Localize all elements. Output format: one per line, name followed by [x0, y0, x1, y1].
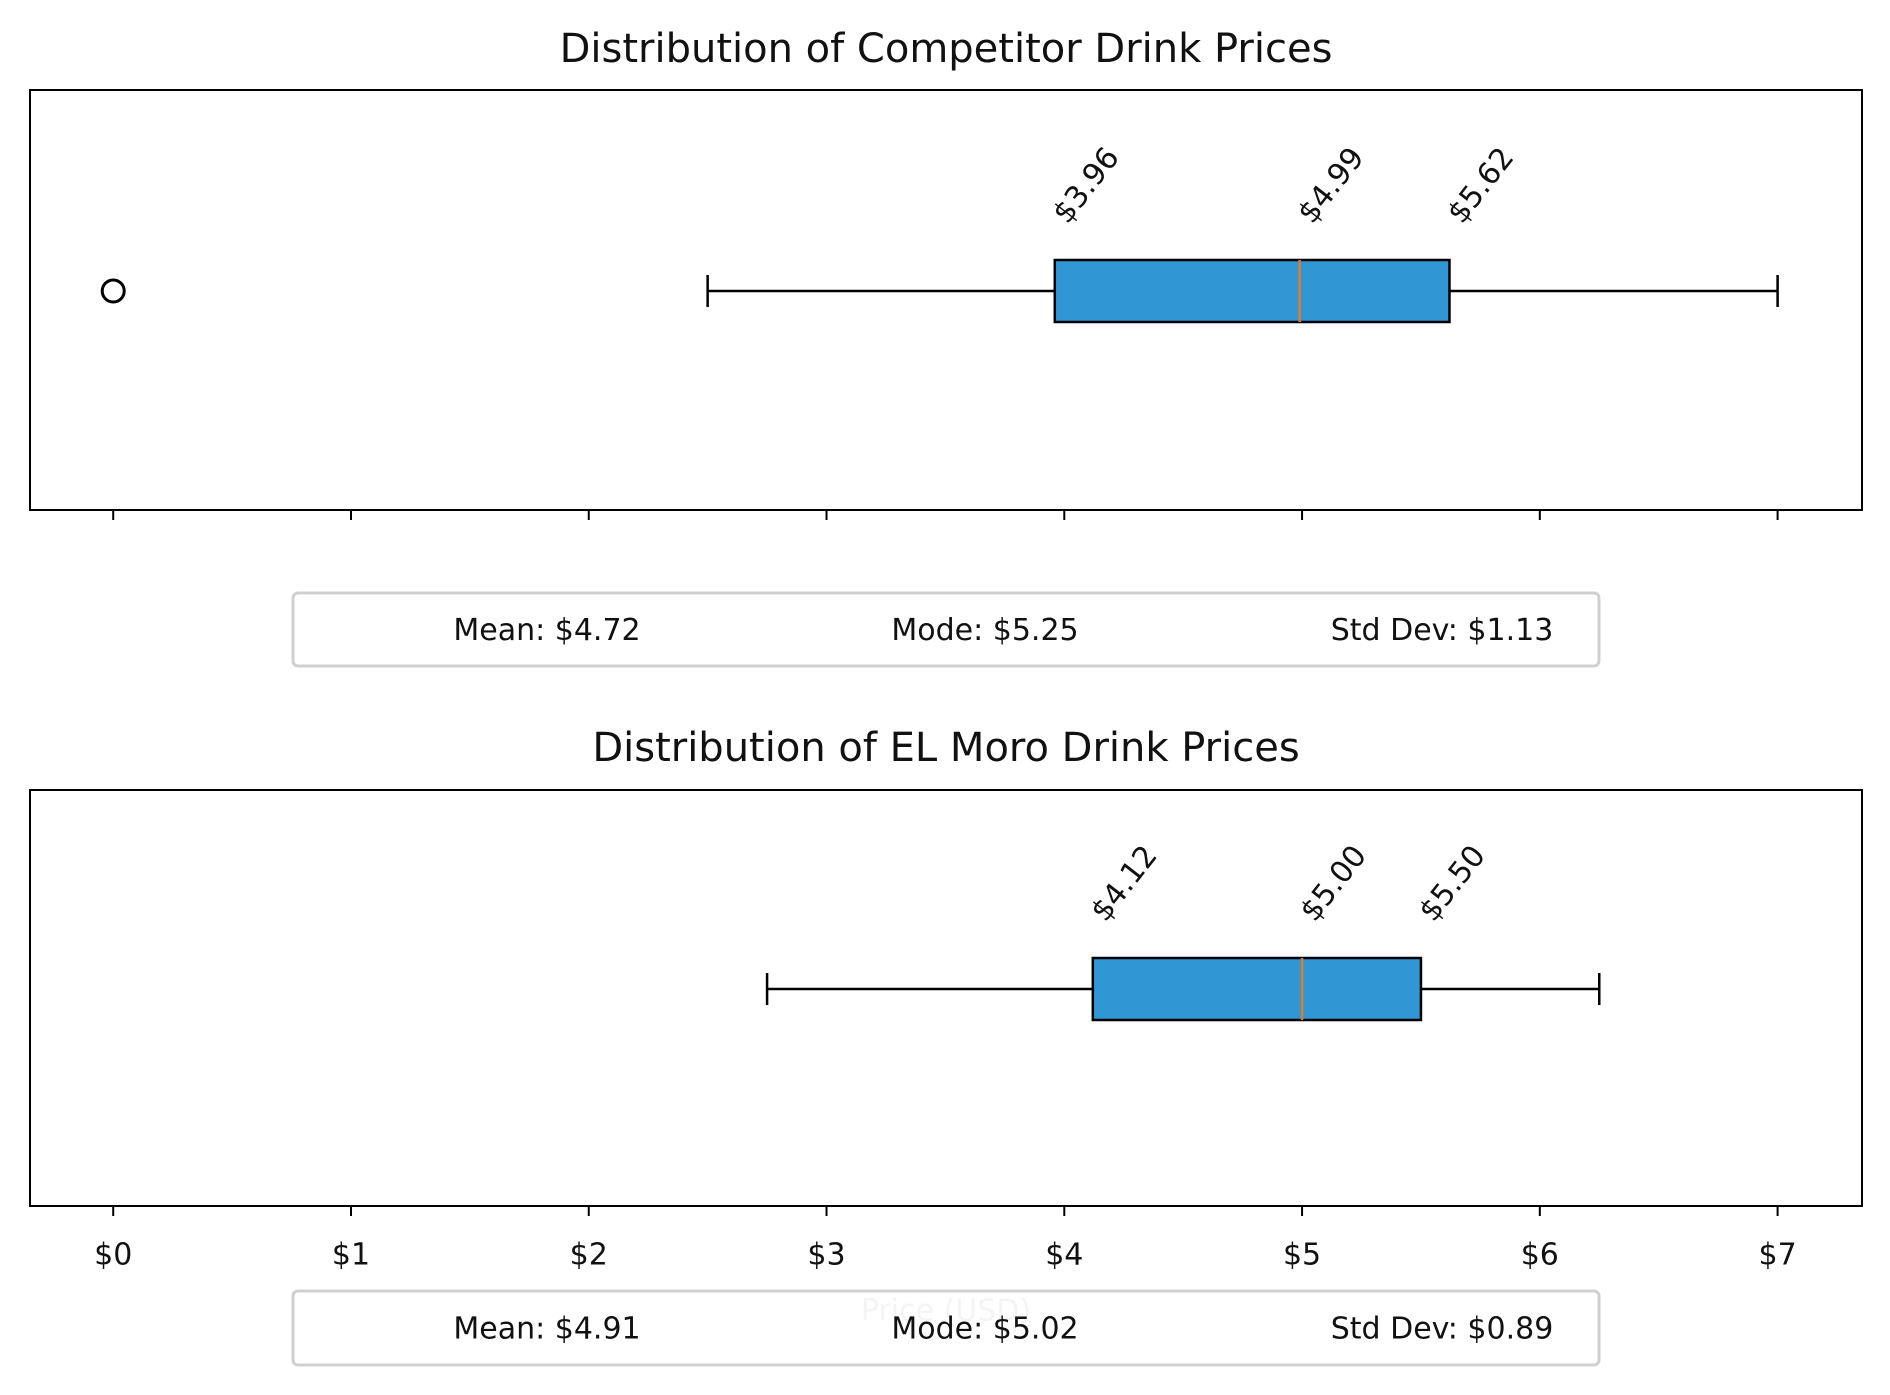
value-label: $3.96 — [1046, 141, 1126, 230]
stat: Mode: $5.25 — [891, 613, 1078, 648]
stat: Std Dev: $1.13 — [1331, 613, 1554, 648]
x-tick-label: $4 — [1045, 1238, 1083, 1273]
stat: Mean: $4.91 — [453, 1312, 640, 1347]
value-label: $5.62 — [1441, 141, 1521, 230]
chart-title: Distribution of Competitor Drink Prices — [560, 26, 1333, 72]
stats-box — [291, 1289, 1601, 1367]
x-tick-label: $6 — [1521, 1238, 1559, 1273]
x-tick-label: $2 — [570, 1238, 608, 1273]
x-tick-label: $5 — [1283, 1238, 1321, 1273]
plot-frame — [29, 789, 1863, 1207]
chart-title: Distribution of EL Moro Drink Prices — [592, 725, 1299, 771]
value-label: $5.00 — [1293, 839, 1373, 928]
x-tick-label: $3 — [807, 1238, 845, 1273]
x-tick-label: $0 — [94, 1238, 132, 1273]
stat: Mode: $5.02 — [891, 1312, 1078, 1347]
box — [1053, 258, 1451, 324]
plot-frame — [29, 89, 1863, 511]
stat: Mean: $4.72 — [453, 613, 640, 648]
box — [1091, 956, 1423, 1022]
stats-box — [291, 591, 1601, 668]
value-label: $4.12 — [1084, 839, 1164, 928]
outlier — [100, 278, 126, 304]
stat: Std Dev: $0.89 — [1331, 1312, 1554, 1347]
value-label: $5.50 — [1412, 839, 1492, 928]
x-tick-label: $7 — [1758, 1238, 1796, 1273]
value-label: $4.99 — [1291, 141, 1371, 230]
x-tick-label: $1 — [332, 1238, 370, 1273]
